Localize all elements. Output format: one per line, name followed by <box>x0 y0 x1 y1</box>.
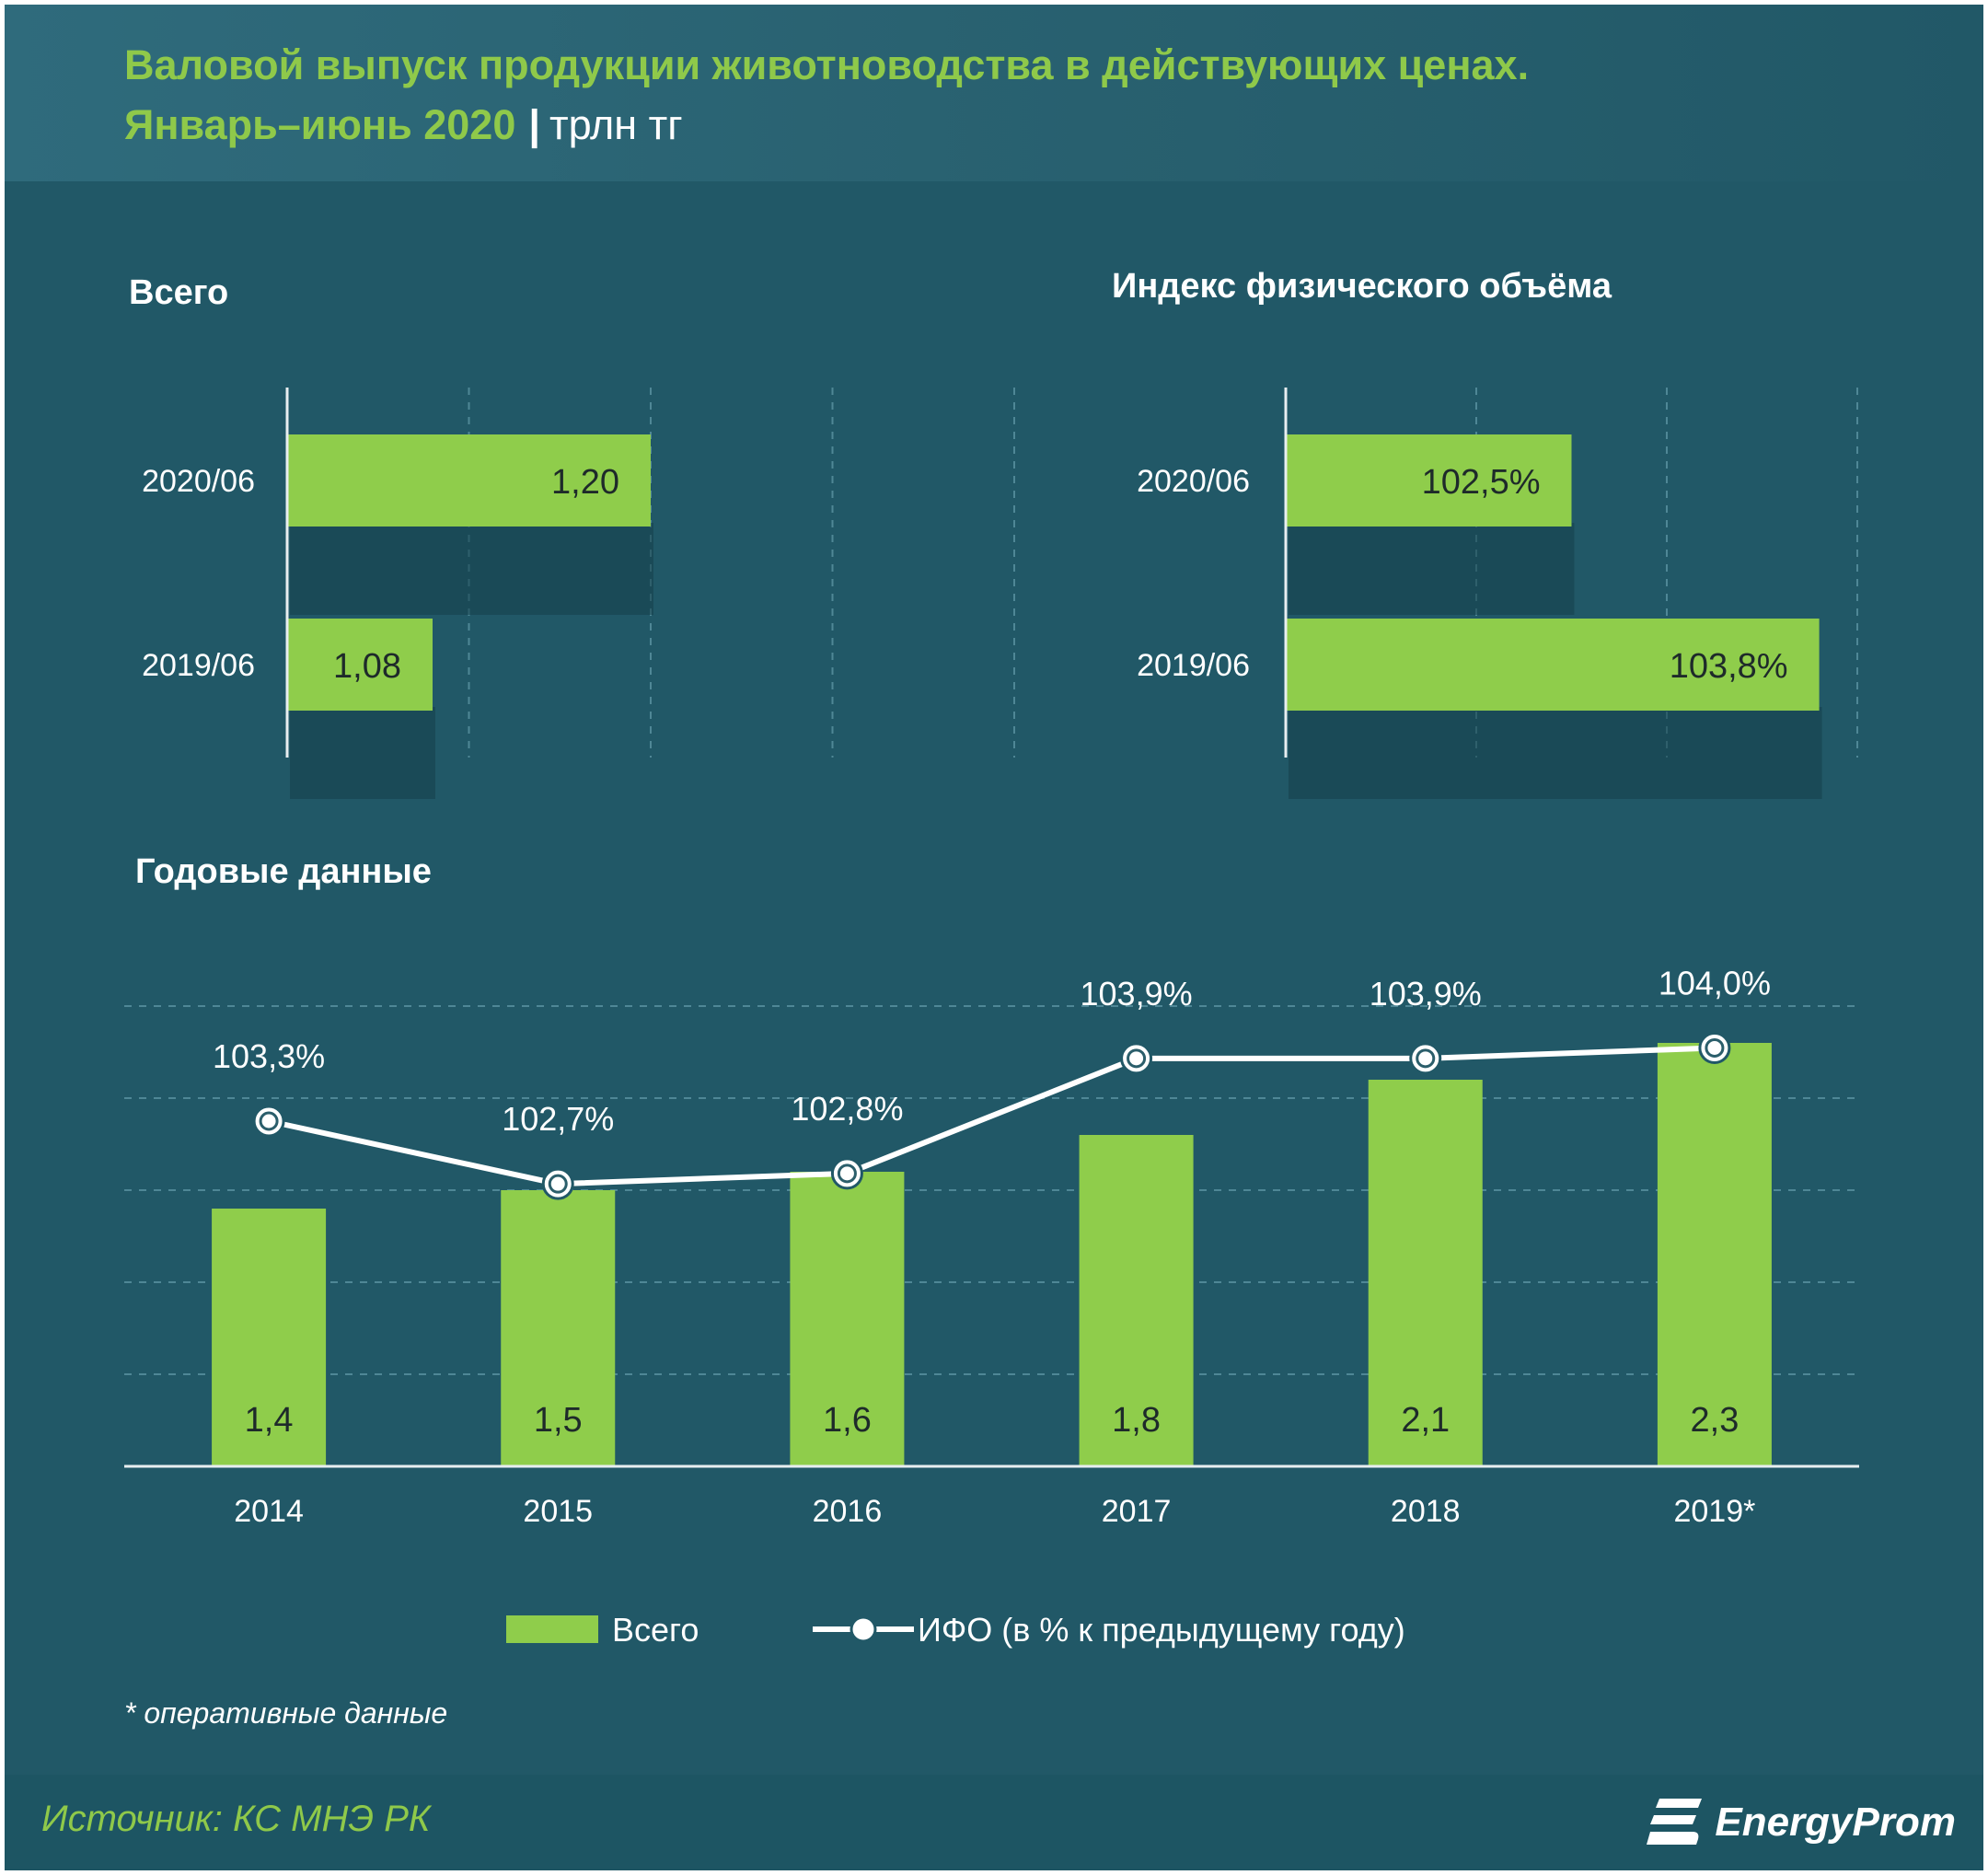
subtitle-separator: | <box>528 101 540 148</box>
bar-value-label: 1,6 <box>823 1401 872 1440</box>
line-value-label: 103,3% <box>213 1037 325 1075</box>
bar-shadow <box>290 707 435 799</box>
bar <box>1286 434 1572 527</box>
bar <box>1079 1135 1194 1466</box>
chart-title: Валовой выпуск продукции животноводства … <box>124 41 1530 88</box>
total-bar-chart: Всего 2020/06 1,20 2019/06 1,08 <box>129 273 1015 799</box>
panel-title: Всего <box>129 273 228 312</box>
footer-band: Источник: КС МНЭ РК EnergyProm <box>5 1775 1983 1870</box>
subtitle-period: Январь–июнь 2020 <box>124 101 516 148</box>
bar <box>287 619 433 711</box>
bar-value-label: 1,8 <box>1112 1401 1161 1440</box>
x-tick-label: 2016 <box>813 1494 883 1529</box>
source-label: Источник: КС МНЭ РК <box>41 1799 431 1839</box>
x-tick-label: 2017 <box>1102 1494 1172 1529</box>
bar-value-label: 1,08 <box>333 647 401 686</box>
legend-line-marker <box>850 1615 877 1643</box>
line-marker-inner <box>259 1111 279 1131</box>
legend-line-label: ИФО (в % к предыдущему году) <box>918 1611 1405 1649</box>
bar <box>1286 619 1820 711</box>
bar <box>501 1190 616 1466</box>
x-tick-label: 2015 <box>523 1494 593 1529</box>
brand-name: EnergyProm <box>1715 1800 1956 1845</box>
line-marker-inner <box>1416 1048 1436 1069</box>
charts-canvas: Всего 2020/06 1,20 2019/06 1,08 Индекс физич… <box>124 267 1859 1649</box>
bar-value-label: 2,1 <box>1401 1401 1450 1440</box>
energyprom-logo-icon <box>1647 1799 1703 1845</box>
infographic-card: Валовой выпуск продукции животноводства … <box>5 5 1983 1870</box>
bar-value-label: 2,3 <box>1691 1401 1740 1440</box>
subtitle-unit: трлн тг <box>549 101 683 148</box>
bar <box>287 434 651 527</box>
chart-subtitle: Январь–июнь 2020 | трлн тг <box>124 101 683 149</box>
line-series <box>268 1045 1716 1187</box>
category-label: 2019/06 <box>142 648 255 683</box>
volume-index-bar-chart: Индекс физического объёма 2020/06 102,5% 20… <box>1112 267 1858 799</box>
header-band: Валовой выпуск продукции животноводства … <box>5 5 1983 181</box>
bar <box>1657 1043 1772 1466</box>
bar-value-label: 1,4 <box>245 1401 294 1440</box>
bar-value-label: 1,20 <box>551 463 619 502</box>
bar-shadow <box>1289 707 1822 799</box>
legend-bar-label: Всего <box>612 1611 699 1649</box>
x-tick-label: 2018 <box>1391 1494 1461 1529</box>
panel-title: Индекс физического объёма <box>1112 267 1612 306</box>
chart-legend: Всего ИФО (в % к предыдущему году) <box>506 1611 1405 1649</box>
line-marker-inner <box>1705 1037 1725 1058</box>
bar-value-label: 103,8% <box>1670 647 1788 686</box>
bar-value-label: 102,5% <box>1422 463 1541 502</box>
x-tick-label: 2014 <box>234 1494 304 1529</box>
panel-title: Годовые данные <box>135 852 432 891</box>
line-value-label: 104,0% <box>1659 964 1771 1001</box>
line-value-label: 103,9% <box>1370 975 1482 1013</box>
bar-value-label: 1,5 <box>534 1401 583 1440</box>
line-value-label: 103,9% <box>1081 975 1193 1013</box>
line-value-label: 102,7% <box>502 1100 614 1138</box>
category-label: 2020/06 <box>1137 464 1250 499</box>
x-tick-label: 2019* <box>1673 1494 1755 1529</box>
category-label: 2019/06 <box>1137 648 1250 683</box>
bar-shadow <box>290 523 653 615</box>
line-marker-inner <box>1127 1048 1147 1069</box>
bar-shadow <box>1289 523 1575 615</box>
annual-combo-chart: Годовые данные 1,4 2014 1,5 2015 1,6 2016 1,8 20… <box>124 852 1859 1529</box>
line-marker-inner <box>548 1174 568 1194</box>
category-label: 2020/06 <box>142 464 255 499</box>
bar <box>790 1172 905 1466</box>
footnote: * оперативные данные <box>124 1696 448 1730</box>
brand-logo: EnergyProm <box>1647 1793 1956 1852</box>
legend-bar-swatch <box>506 1615 598 1643</box>
bar <box>212 1209 327 1466</box>
bar <box>1368 1080 1483 1466</box>
line-marker-inner <box>837 1163 857 1184</box>
line-value-label: 102,8% <box>791 1090 903 1128</box>
